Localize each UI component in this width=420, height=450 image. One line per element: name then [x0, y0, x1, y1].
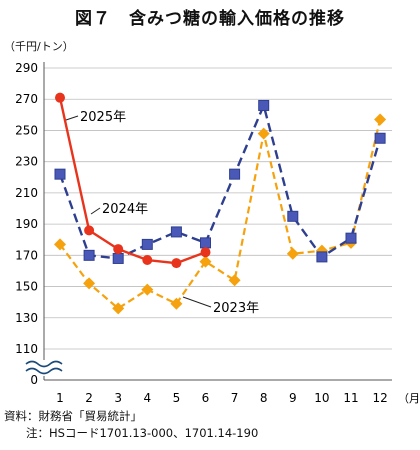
series-label-2025: 2025年 [80, 110, 126, 125]
x-tick-label: 11 [343, 391, 358, 405]
series-2023-line [59, 119, 382, 310]
y-tick-label: 230 [15, 155, 38, 169]
x-tick-label: 12 [372, 391, 387, 405]
point-2024 [316, 251, 328, 263]
x-tick-label: 6 [202, 391, 210, 405]
gridlines [44, 67, 392, 350]
point-2023 [83, 277, 96, 290]
axis-break-wave [25, 367, 63, 375]
point-2023 [257, 127, 270, 140]
y-tick-label: 250 [15, 123, 38, 137]
y-tick-label: 110 [15, 342, 38, 356]
point-2023 [170, 297, 183, 310]
series-2024-line [58, 104, 382, 260]
series-markers [54, 92, 387, 315]
y-tick-label: 190 [15, 217, 38, 231]
source-note: 資料：財務省「貿易統計」 [4, 409, 142, 423]
hs-code-note: 注：HSコード1701.13-000、1701.14-190 [26, 426, 259, 440]
point-2024 [258, 99, 270, 111]
series-label-2025-leader [65, 115, 79, 121]
point-2024 [229, 168, 241, 180]
point-2023 [112, 302, 125, 315]
point-2025 [84, 225, 95, 236]
axis-break-wave [25, 360, 63, 368]
point-2023 [199, 255, 212, 268]
point-2023 [54, 238, 66, 251]
point-2024 [374, 132, 386, 144]
x-tick-label: 3 [114, 391, 122, 405]
point-2024 [287, 210, 299, 222]
point-2024 [200, 237, 211, 249]
point-2023 [374, 113, 387, 126]
axes [25, 62, 392, 381]
x-tick-label: 7 [231, 391, 239, 405]
series-label-2024: 2024年 [102, 202, 148, 217]
point-2025 [200, 247, 211, 258]
series-lines [58, 97, 382, 310]
y-tick-label: 290 [15, 61, 38, 75]
point-2024 [170, 226, 182, 238]
point-2023 [286, 247, 299, 260]
x-tick-label: 1 [56, 391, 64, 405]
point-2025 [113, 244, 124, 255]
y-tick-label: 150 [15, 280, 38, 294]
point-2024 [141, 238, 153, 250]
x-tick-label: 5 [173, 391, 181, 405]
y-tick-label: 0 [30, 373, 38, 387]
y-tick-labels: 290 270 250 230 210 190 170 150 130 110 0 [15, 61, 38, 387]
footnotes: 資料：財務省「貿易統計」 注：HSコード1701.13-000、1701.14-… [4, 408, 258, 442]
series-label-2023: 2023年 [213, 301, 259, 316]
x-axis-unit-label: （月） [398, 392, 420, 405]
point-2025 [55, 92, 65, 103]
series-2025-line [58, 97, 206, 265]
y-tick-label: 270 [15, 92, 38, 106]
point-2025 [142, 255, 153, 266]
series-labels: 2025年 2024年 2023年 [65, 110, 259, 316]
x-tick-label: 10 [314, 391, 329, 405]
x-tick-label: 9 [289, 391, 297, 405]
y-tick-label: 130 [15, 311, 38, 325]
series-label-2023-leader [182, 296, 212, 308]
point-2024 [54, 168, 66, 180]
y-axis-unit-label: （千円/トン） [4, 40, 74, 53]
point-2024 [83, 249, 95, 261]
x-tick-label: 4 [143, 391, 151, 405]
point-2024 [345, 232, 357, 244]
axis-break-mask [26, 360, 62, 376]
point-2025 [171, 258, 182, 269]
chart-title: 図７ 含みつ糖の輸入価格の推移 [75, 9, 345, 29]
x-tick-label: 2 [85, 391, 93, 405]
y-tick-label: 210 [15, 186, 38, 200]
point-2024 [112, 252, 124, 264]
x-tick-label: 8 [260, 391, 268, 405]
point-2023 [141, 283, 154, 296]
series-label-2024-leader [90, 207, 101, 215]
point-2023 [228, 274, 241, 287]
y-tick-label: 170 [15, 248, 38, 262]
